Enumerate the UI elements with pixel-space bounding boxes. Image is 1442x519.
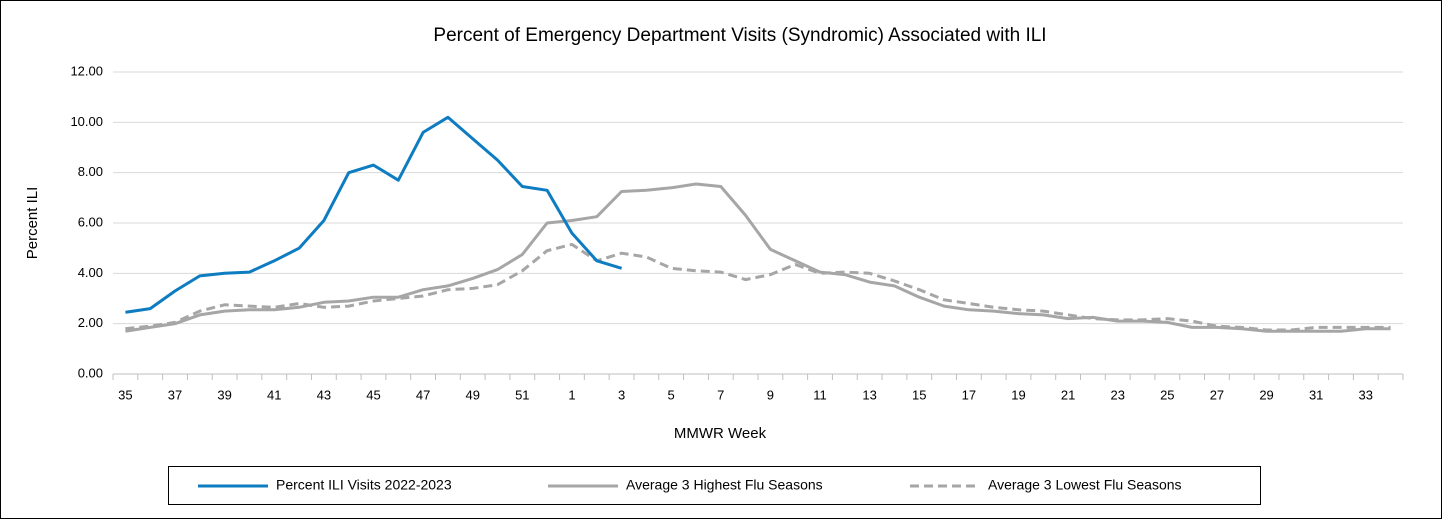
y-tick-label: 0.00 <box>78 365 103 380</box>
x-tick-label: 5 <box>668 387 675 402</box>
x-tick-label: 25 <box>1160 387 1174 402</box>
x-tick-label: 35 <box>118 387 132 402</box>
x-tick-label: 13 <box>862 387 876 402</box>
y-axis-title: Percent ILI <box>24 187 41 260</box>
y-tick-label: 8.00 <box>78 164 103 179</box>
y-tick-label: 10.00 <box>70 114 103 129</box>
x-tick-label: 41 <box>267 387 281 402</box>
x-tick-label: 37 <box>168 387 182 402</box>
x-tick-label: 31 <box>1309 387 1323 402</box>
x-tick-label: 15 <box>912 387 926 402</box>
x-tick-label: 19 <box>1011 387 1025 402</box>
x-tick-label: 1 <box>568 387 575 402</box>
x-axis-title: MMWR Week <box>674 425 767 442</box>
legend-box <box>168 466 1261 505</box>
x-tick-label: 39 <box>217 387 231 402</box>
x-tick-label: 11 <box>813 387 827 402</box>
x-tick-label: 3 <box>618 387 625 402</box>
series-line <box>125 115 623 314</box>
x-tick-label: 45 <box>366 387 380 402</box>
series-line <box>125 242 1391 332</box>
x-tick-label: 29 <box>1259 387 1273 402</box>
legend-label: Percent ILI Visits 2022-2023 <box>276 477 452 493</box>
x-tick-label: 51 <box>515 387 529 402</box>
y-tick-label: 12.00 <box>70 63 103 78</box>
legend-label: Average 3 Lowest Flu Seasons <box>988 477 1182 493</box>
legend-label: Average 3 Highest Flu Seasons <box>626 477 823 493</box>
chart-title: Percent of Emergency Department Visits (… <box>433 25 1046 46</box>
y-tick-label: 6.00 <box>78 214 103 229</box>
x-tick-label: 33 <box>1359 387 1373 402</box>
x-tick-label: 43 <box>317 387 331 402</box>
x-tick-label: 21 <box>1061 387 1075 402</box>
series-line <box>125 182 1391 333</box>
y-tick-label: 2.00 <box>78 315 103 330</box>
x-tick-label: 49 <box>465 387 479 402</box>
x-tick-label: 7 <box>717 387 724 402</box>
y-tick-label: 4.00 <box>78 265 103 280</box>
x-tick-label: 27 <box>1210 387 1224 402</box>
x-tick-label: 17 <box>962 387 976 402</box>
x-tick-label: 23 <box>1110 387 1124 402</box>
x-tick-label: 9 <box>767 387 774 402</box>
x-tick-label: 47 <box>416 387 430 402</box>
